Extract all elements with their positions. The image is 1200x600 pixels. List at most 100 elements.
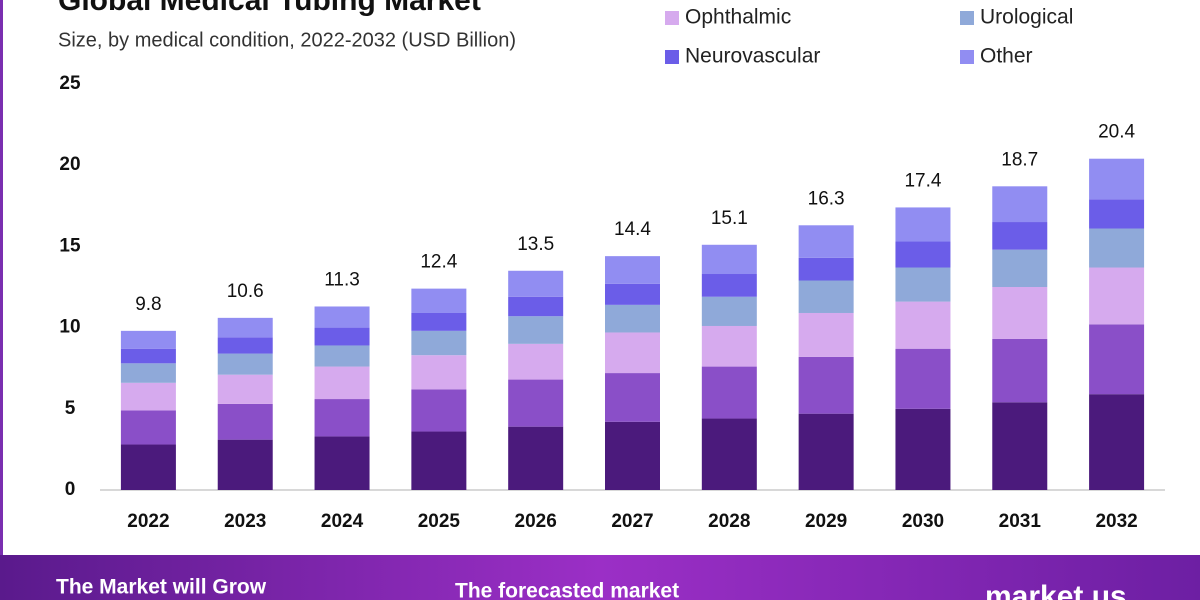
bar-segment xyxy=(605,304,660,333)
bar-segment xyxy=(895,408,951,490)
bar-segment xyxy=(217,439,273,490)
x-tick-label: 2024 xyxy=(321,511,364,532)
bar-segment xyxy=(992,249,1048,287)
legend-label: Urological xyxy=(980,6,1073,29)
bar-segment xyxy=(314,345,370,367)
bar-segment xyxy=(605,283,660,305)
footer-text: The Market will Grow xyxy=(56,576,267,599)
bar-segment xyxy=(217,337,273,354)
legend-swatch xyxy=(665,50,679,64)
bar-segment xyxy=(992,402,1048,490)
bar-segment xyxy=(895,207,951,242)
footer-text: The forecasted market xyxy=(455,580,679,600)
x-tick-label: 2031 xyxy=(999,511,1042,532)
total-label: 14.4 xyxy=(614,219,651,240)
bar-segment xyxy=(314,436,370,490)
bar-segment xyxy=(314,399,370,437)
legend-label: Other xyxy=(980,45,1033,68)
y-tick-label: 15 xyxy=(59,235,81,256)
bar-segment xyxy=(1089,158,1145,200)
bar-segment xyxy=(411,389,467,432)
bar-segment xyxy=(992,222,1048,250)
total-label: 17.4 xyxy=(904,170,941,191)
bar-segment xyxy=(314,306,370,328)
footer-brand: market.us xyxy=(985,580,1127,600)
total-label: 13.5 xyxy=(517,234,554,255)
bar-segment xyxy=(895,348,951,409)
footer-band xyxy=(0,555,1200,600)
bar-segment xyxy=(120,363,176,383)
x-tick-label: 2030 xyxy=(902,511,944,532)
legend-swatch xyxy=(960,11,974,25)
bar-segment xyxy=(120,382,176,411)
bar-segment xyxy=(120,348,176,364)
bar-segment xyxy=(798,312,854,357)
bar-segment xyxy=(798,280,854,313)
bar-segment xyxy=(701,244,757,275)
bar-segment xyxy=(992,287,1048,339)
bar-segment xyxy=(120,444,176,490)
bar-segment xyxy=(508,343,564,380)
bar-segment xyxy=(411,330,467,356)
legend-label: Neurovascular xyxy=(685,45,820,68)
bar-segment xyxy=(701,274,757,297)
bar-segment xyxy=(411,288,467,313)
legend-label: Ophthalmic xyxy=(685,6,791,29)
y-tick-label: 20 xyxy=(59,154,80,175)
bar-segment xyxy=(120,410,176,445)
bar-segment xyxy=(314,366,370,400)
bar-segment xyxy=(508,426,564,490)
bar-segment xyxy=(1089,394,1145,490)
x-tick-label: 2022 xyxy=(127,511,169,532)
total-label: 10.6 xyxy=(227,281,264,302)
bar-segment xyxy=(798,413,854,490)
bar-segment xyxy=(1089,228,1145,268)
total-label: 9.8 xyxy=(135,294,161,315)
bar-segment xyxy=(605,256,660,284)
bar-segment xyxy=(701,296,757,326)
bar-segment xyxy=(314,327,370,346)
bar-segment xyxy=(992,338,1048,403)
bar-segment xyxy=(605,332,660,374)
bar-segment xyxy=(1089,324,1145,395)
bar-segment xyxy=(798,356,854,414)
bar-segment xyxy=(605,421,660,490)
bar-segment xyxy=(217,353,273,375)
bar-segment xyxy=(1089,199,1145,229)
y-tick-label: 10 xyxy=(59,317,80,338)
legend-swatch xyxy=(665,11,679,25)
bar-segment xyxy=(217,403,273,440)
bar-segment xyxy=(508,270,564,297)
bar-segment xyxy=(120,330,176,349)
bar-segment xyxy=(508,296,564,317)
bar-segment xyxy=(508,379,564,427)
chart-subtitle: Size, by medical condition, 2022-2032 (U… xyxy=(58,29,516,51)
bar-segment xyxy=(411,355,467,390)
bar-segment xyxy=(701,418,757,490)
bar-segment xyxy=(701,325,757,367)
bar-segment xyxy=(992,186,1048,223)
bar-segment xyxy=(605,373,660,422)
bar-segment xyxy=(217,374,273,404)
bar-segment xyxy=(798,257,854,281)
x-tick-label: 2029 xyxy=(805,511,847,532)
y-tick-label: 0 xyxy=(65,479,76,500)
bar-segment xyxy=(895,301,951,349)
x-tick-label: 2028 xyxy=(708,511,750,532)
x-tick-label: 2026 xyxy=(515,511,557,532)
x-tick-label: 2032 xyxy=(1095,511,1137,532)
total-label: 16.3 xyxy=(808,188,845,209)
x-tick-label: 2027 xyxy=(611,511,653,532)
chart-title: Global Medical Tubing Market xyxy=(58,0,481,17)
total-label: 20.4 xyxy=(1098,122,1135,143)
bar-segment xyxy=(1089,267,1145,325)
bar-segment xyxy=(411,431,467,490)
x-tick-label: 2023 xyxy=(224,511,266,532)
legend-swatch xyxy=(960,50,974,64)
y-tick-label: 5 xyxy=(65,398,76,419)
bar-segment xyxy=(895,241,951,268)
bar-segment xyxy=(895,267,951,302)
total-label: 15.1 xyxy=(711,208,748,229)
bar-segment xyxy=(701,366,757,419)
